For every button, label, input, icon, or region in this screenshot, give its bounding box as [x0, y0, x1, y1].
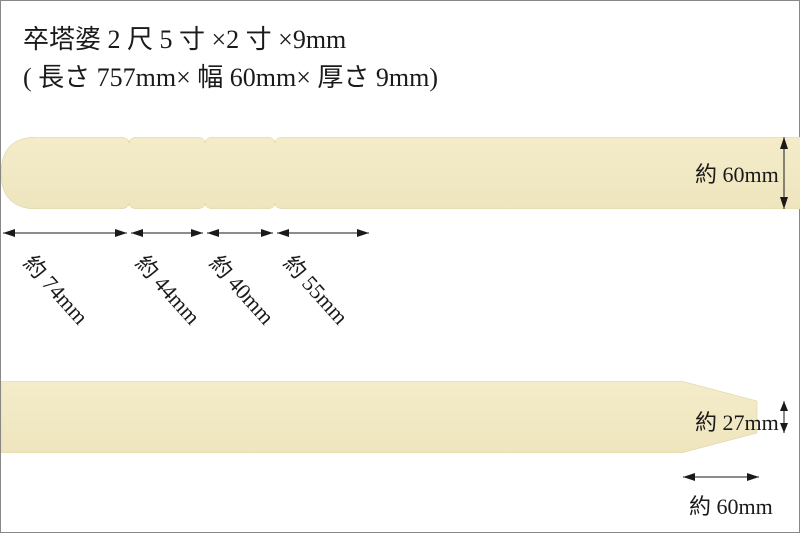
seg2-label: 約 44mm: [129, 247, 209, 331]
seg2-arrow: [129, 225, 205, 241]
seg4-label: 約 55mm: [277, 247, 357, 331]
seg3-arrow: [205, 225, 275, 241]
seg1-label: 約 74mm: [17, 247, 97, 331]
top-width-label: 約 60mm: [695, 157, 779, 189]
seg1-arrow: [1, 225, 129, 241]
tip-width-label: 約 60mm: [689, 489, 773, 521]
seg3-label: 約 40mm: [203, 247, 283, 331]
title-line2: ( 長さ 757mm× 幅 60mm× 厚さ 9mm): [23, 57, 438, 94]
tip-width-arrow: [681, 469, 761, 485]
tip-height-label: 約 27mm: [695, 405, 779, 437]
title-line1: 卒塔婆 2 尺 5 寸 ×2 寸 ×9mm: [23, 19, 346, 56]
seg4-arrow: [275, 225, 371, 241]
top-width-arrow: [779, 133, 799, 213]
tip-height-arrow: [779, 397, 799, 437]
top-plank: [1, 137, 800, 209]
bottom-plank: [1, 381, 800, 453]
